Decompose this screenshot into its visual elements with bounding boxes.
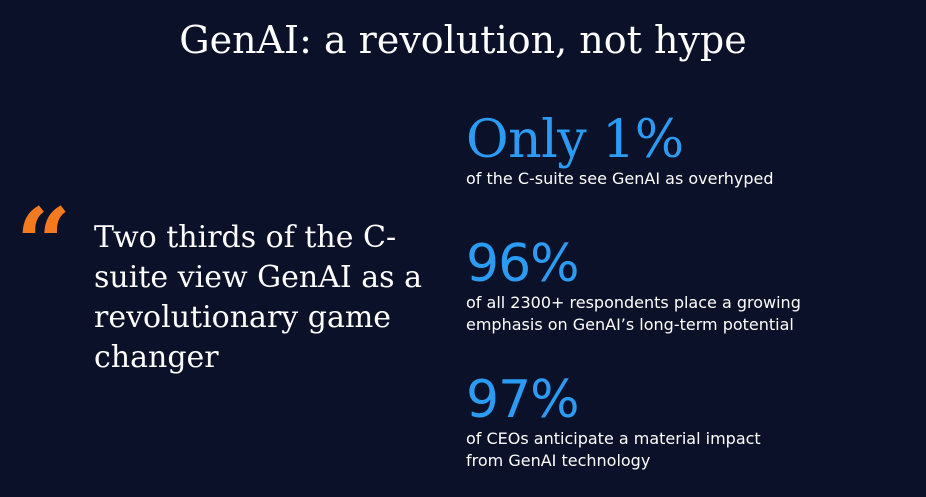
stat-value: Only 1% <box>466 110 684 170</box>
quote-text: Two thirds of the C-suite view GenAI as … <box>94 220 422 375</box>
stat-description: of CEOs anticipate a material impact fro… <box>466 429 761 470</box>
stat-block-long-term-potential: 96% of all 2300+ respondents place a gro… <box>466 236 906 336</box>
quote-mark-icon: “ <box>16 187 72 300</box>
slide-title: GenAI: a revolution, not hype <box>179 18 747 62</box>
stat-value: 97% <box>466 370 580 430</box>
stat-value: 96% <box>466 234 580 294</box>
stat-description: of the C-suite see GenAI as overhyped <box>466 169 774 188</box>
stat-description: of all 2300+ respondents place a growing… <box>466 293 801 334</box>
stat-block-ceo-impact: 97% of CEOs anticipate a material impact… <box>466 372 906 472</box>
stat-block-overhyped: Only 1% of the C-suite see GenAI as over… <box>466 112 906 190</box>
